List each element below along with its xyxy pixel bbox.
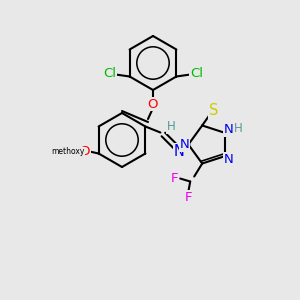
- Text: O: O: [80, 145, 90, 158]
- Text: F: F: [184, 191, 192, 204]
- Text: N: N: [179, 138, 189, 151]
- Text: H: H: [167, 120, 176, 133]
- Text: methoxy: methoxy: [51, 147, 84, 156]
- Text: F: F: [170, 172, 178, 185]
- Text: O: O: [148, 98, 158, 110]
- Text: Cl: Cl: [190, 67, 203, 80]
- Text: N: N: [224, 123, 233, 136]
- Text: Cl: Cl: [103, 67, 116, 80]
- Text: H: H: [234, 122, 243, 135]
- Text: N: N: [224, 153, 233, 166]
- Text: methoxy: methoxy: [51, 147, 84, 156]
- Text: N: N: [174, 144, 185, 159]
- Text: S: S: [208, 103, 218, 118]
